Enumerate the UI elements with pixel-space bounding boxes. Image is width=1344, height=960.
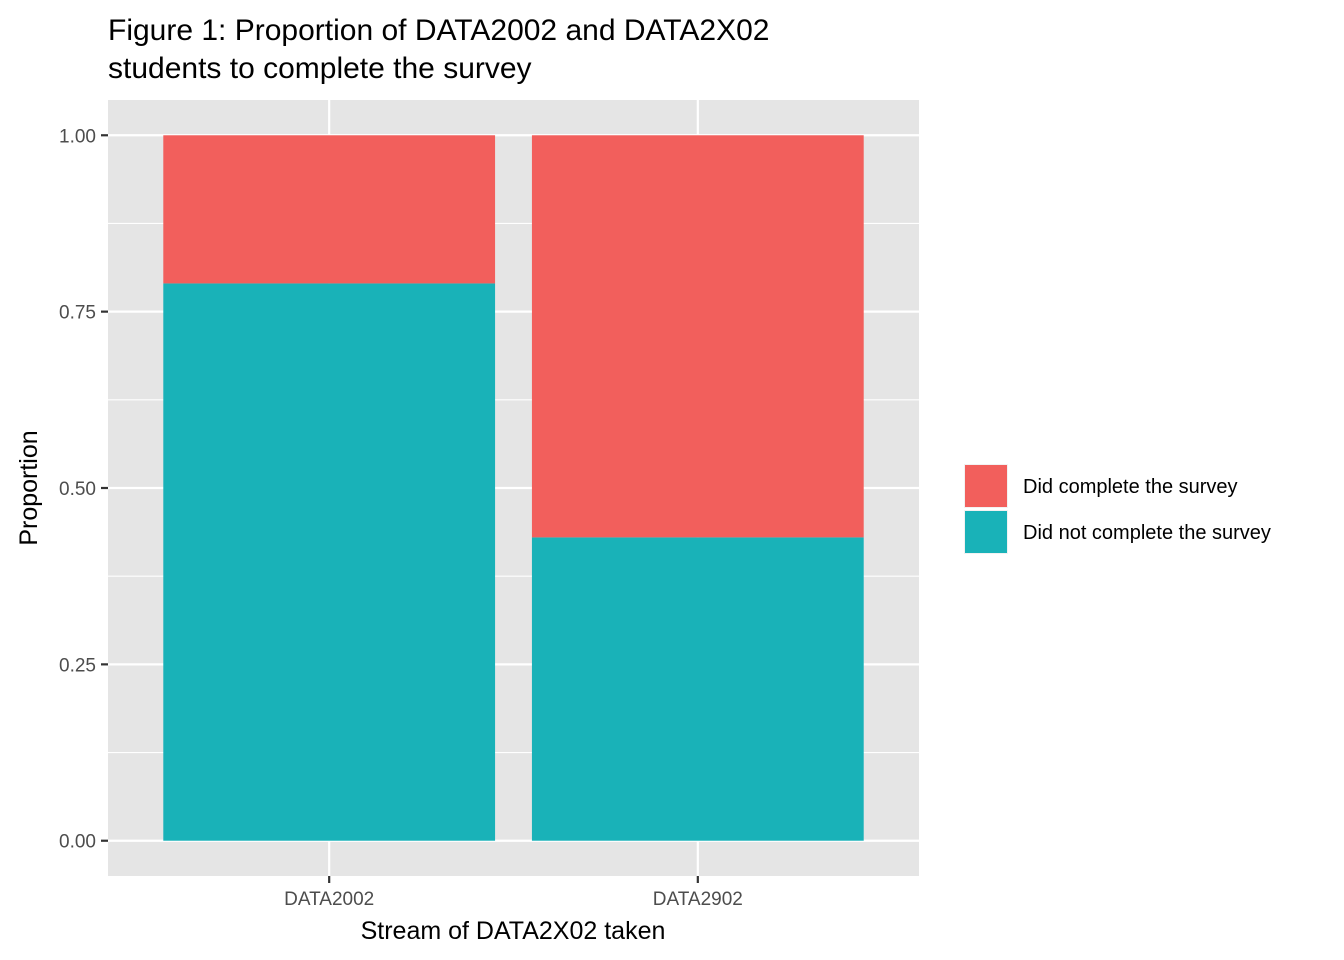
y-tick-label: 0.50 <box>59 479 96 500</box>
x-tick-label: DATA2002 <box>284 889 374 910</box>
y-tick-label: 0.00 <box>59 832 96 853</box>
legend-label-did-complete-the-survey: Did complete the survey <box>1023 476 1238 498</box>
legend-swatch-did-not-complete-the-survey <box>965 511 1007 553</box>
y-axis-title: Proportion <box>15 430 43 545</box>
x-axis: DATA2002 DATA2902 <box>284 876 743 910</box>
chart-title-line-1: Figure 1: Proportion of DATA2002 and DAT… <box>108 14 769 47</box>
bar-data2002-did-complete-the-survey <box>163 135 496 284</box>
chart-title-line-2: students to complete the survey <box>108 52 532 85</box>
bar-data2902-did-not-complete-the-survey <box>531 537 864 841</box>
bars <box>163 135 864 841</box>
legend-label-did-not-complete-the-survey: Did not complete the survey <box>1023 522 1271 544</box>
x-tick-label: DATA2902 <box>653 889 743 910</box>
legend-swatch-did-complete-the-survey <box>965 465 1007 507</box>
bar-data2902-did-complete-the-survey <box>531 135 864 538</box>
legend: Did complete the survey Did not complete … <box>964 464 1271 554</box>
bar-data2002-did-not-complete-the-survey <box>163 283 496 841</box>
y-tick-label: 0.75 <box>59 303 96 324</box>
y-axis: 0.00 0.25 0.50 0.75 1.00 <box>59 126 108 853</box>
y-tick-label: 1.00 <box>59 126 96 147</box>
x-axis-title: Stream of DATA2X02 taken <box>361 917 666 945</box>
y-tick-label: 0.25 <box>59 655 96 676</box>
